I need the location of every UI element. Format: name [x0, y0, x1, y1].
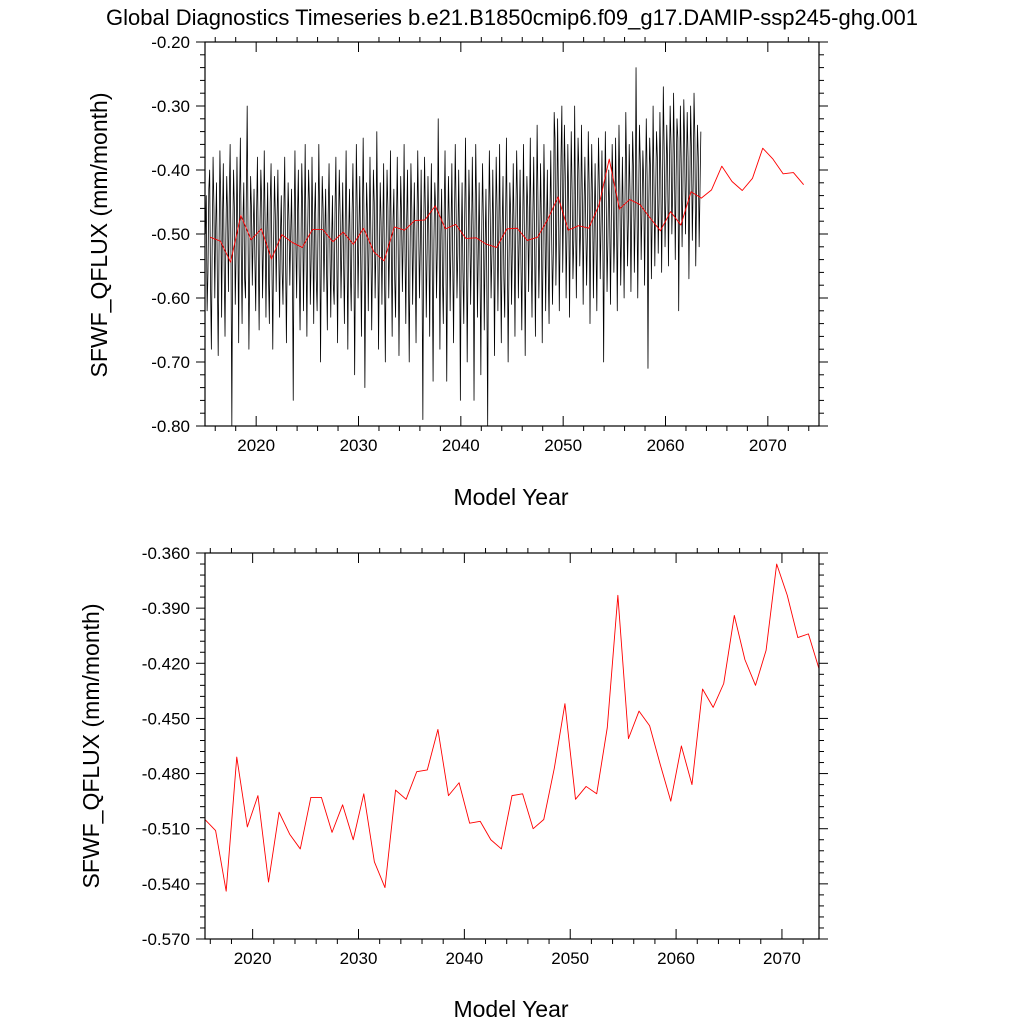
- top-y-tick-label: -0.70: [151, 353, 190, 372]
- top-y-tick-label: -0.80: [151, 417, 190, 436]
- top-y-tick-label: -0.30: [151, 97, 190, 116]
- bottom-y-axis-title: SFWF_QFLUX (mm/month): [78, 604, 104, 889]
- bottom-x-tick-label: 2030: [340, 949, 378, 968]
- top-y-tick-label: -0.20: [151, 33, 190, 52]
- top-series-line-1: [209, 147, 804, 263]
- top-x-tick-label: 2030: [340, 436, 378, 455]
- bottom-x-tick-label: 2050: [551, 949, 589, 968]
- bottom-x-tick-label: 2040: [445, 949, 483, 968]
- bottom-y-tick-label: -0.420: [142, 654, 190, 673]
- bottom-y-tick-label: -0.510: [142, 820, 190, 839]
- bottom-plot-frame: [204, 552, 820, 940]
- top-x-tick-label: 2040: [442, 436, 480, 455]
- bottom-x-tick-label: 2060: [657, 949, 695, 968]
- bottom-y-tick-label: -0.570: [142, 930, 190, 949]
- top-x-tick-label: 2060: [647, 436, 685, 455]
- top-series-line-0: [205, 67, 702, 427]
- bottom-y-tick-label: -0.390: [142, 599, 190, 618]
- top-x-tick-label: 2020: [237, 436, 275, 455]
- top-y-axis-title: SFWF_QFLUX (mm/month): [86, 93, 112, 378]
- bottom-y-tick-label: -0.540: [142, 875, 190, 894]
- bottom-y-tick-label: -0.480: [142, 765, 190, 784]
- figure-title: Global Diagnostics Timeseries b.e21.B185…: [106, 5, 918, 30]
- top-axes: 2020 2030 2040 2050 2060 2070 -0.80 -0.70 -0.60 -…: [151, 33, 828, 455]
- bottom-axes: 2020 2030 2040 2050 2060 2070 -0.570 -0.540 -0.5…: [142, 544, 828, 968]
- bottom-series-line-0: [204, 563, 820, 892]
- top-x-axis-title: Model Year: [453, 484, 568, 510]
- top-x-tick-label: 2070: [749, 436, 787, 455]
- top-x-tick-label: 2050: [544, 436, 582, 455]
- bottom-panel: 2020 2030 2040 2050 2060 2070 -0.570 -0.540 -0.5…: [78, 544, 828, 1022]
- bottom-x-tick-label: 2070: [763, 949, 801, 968]
- top-y-tick-label: -0.40: [151, 161, 190, 180]
- bottom-y-tick-label: -0.360: [142, 544, 190, 563]
- bottom-x-axis-title: Model Year: [453, 996, 568, 1022]
- bottom-series-layer: [204, 563, 820, 892]
- top-y-tick-label: -0.50: [151, 225, 190, 244]
- top-series-layer: [205, 67, 804, 427]
- bottom-y-tick-label: -0.450: [142, 709, 190, 728]
- bottom-x-tick-label: 2020: [234, 949, 272, 968]
- top-y-tick-label: -0.60: [151, 289, 190, 308]
- top-panel: 2020 2030 2040 2050 2060 2070 -0.80 -0.70 -0.60 -…: [86, 33, 828, 510]
